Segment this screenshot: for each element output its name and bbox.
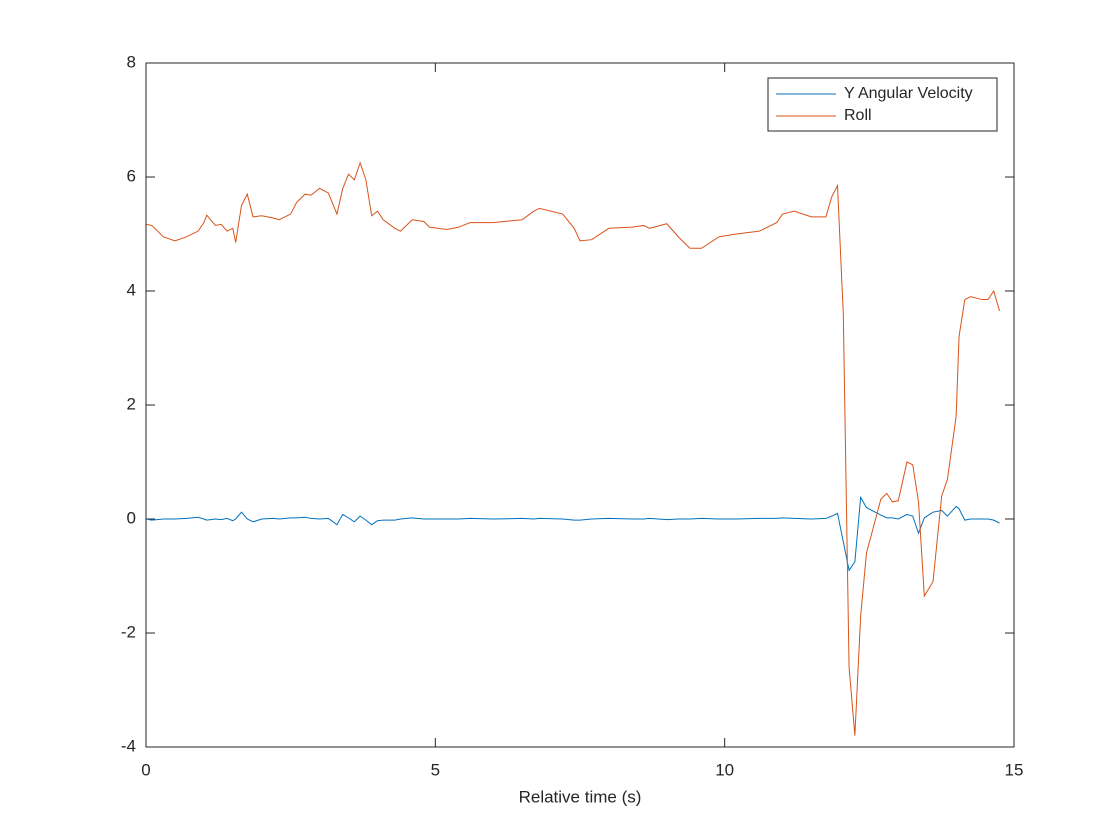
x-tick-label: 0 xyxy=(141,760,150,779)
y-tick-label: 8 xyxy=(127,52,136,71)
x-tick-label: 5 xyxy=(431,760,440,779)
plot-area xyxy=(146,63,1014,747)
y-tick-label: -4 xyxy=(121,736,136,755)
legend-box xyxy=(767,77,998,132)
axes-box xyxy=(145,62,1015,748)
y-tick-label: 4 xyxy=(127,280,136,299)
y-tick-label: 0 xyxy=(127,508,136,527)
line-series xyxy=(145,161,1001,736)
y-tick-label: 2 xyxy=(127,394,136,413)
x-axis-label: Relative time (s) xyxy=(519,787,642,806)
legend-label: Roll xyxy=(844,107,872,124)
legend-label: Y Angular Velocity xyxy=(844,85,973,102)
x-tick-label: 10 xyxy=(715,760,734,779)
x-tick-label: 15 xyxy=(1005,760,1024,779)
y-tick-label: 6 xyxy=(127,166,136,185)
line-series xyxy=(145,495,1000,572)
y-tick-label: -2 xyxy=(121,622,136,641)
